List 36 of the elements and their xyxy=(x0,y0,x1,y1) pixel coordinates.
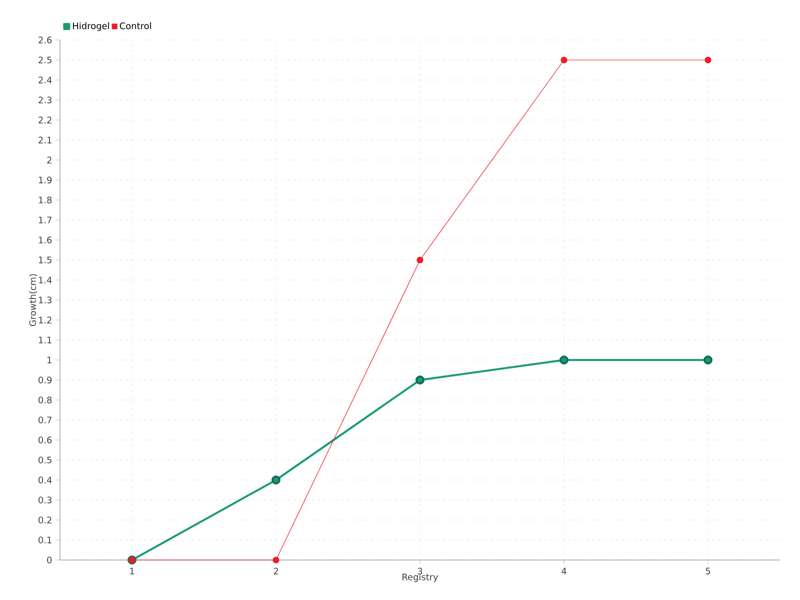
y-tick-label: 0.6 xyxy=(38,436,52,444)
y-tick-label: 1.5 xyxy=(38,256,52,264)
y-tick-label: 1.3 xyxy=(38,296,52,304)
x-tick-label: 2 xyxy=(274,568,278,574)
y-tick-label: 1.9 xyxy=(38,176,52,184)
y-tick-label: 1 xyxy=(48,356,52,364)
x-axis-title: Registry xyxy=(402,573,438,582)
x-tick-label: 5 xyxy=(706,568,710,574)
y-tick-label: 2.6 xyxy=(38,36,52,44)
y-tick-label: 1.1 xyxy=(38,336,52,344)
y-tick-label: 1.2 xyxy=(38,316,52,324)
y-tick-label: 1.4 xyxy=(38,276,52,284)
y-tick-label: 0.5 xyxy=(38,456,52,464)
y-axis-title: Growth(cm) xyxy=(29,274,38,326)
y-tick-label: 1.7 xyxy=(38,216,52,224)
y-tick-label: 1.6 xyxy=(38,236,52,244)
y-tick-label: 1.8 xyxy=(38,196,52,204)
x-tick-label: 1 xyxy=(130,568,134,574)
y-tick-label: 0.1 xyxy=(38,536,52,544)
y-tick-label: 0.2 xyxy=(38,516,52,524)
x-tick-label: 4 xyxy=(562,568,566,574)
y-tick-label: 0.4 xyxy=(38,476,52,484)
y-tick-label: 0.8 xyxy=(38,396,52,404)
y-tick-label: 2.2 xyxy=(38,116,52,124)
legend-label: Control xyxy=(120,22,151,30)
x-tick-label: 3 xyxy=(418,568,422,575)
y-tick-label: 2 xyxy=(47,156,52,164)
legend-label: Hidrogel xyxy=(73,22,109,31)
y-tick-label: 2.5 xyxy=(38,56,52,64)
y-tick-label: 0 xyxy=(47,556,52,564)
y-tick-label: 0.3 xyxy=(38,496,52,504)
y-tick-label: 0.9 xyxy=(38,376,52,384)
y-tick-label: 2.1 xyxy=(38,136,52,144)
y-tick-label: 2.4 xyxy=(38,76,52,84)
y-tick-label: 0.7 xyxy=(38,416,52,424)
y-tick-label: 2.3 xyxy=(38,96,52,104)
